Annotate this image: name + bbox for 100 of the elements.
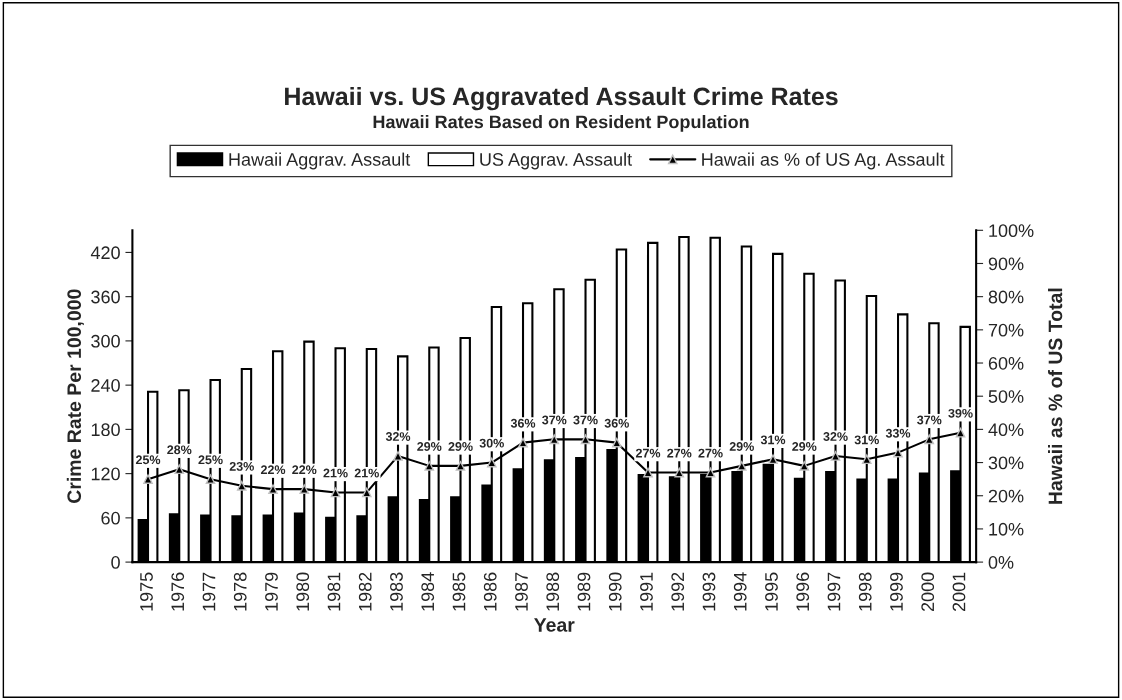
point <box>830 451 841 461</box>
x-tick-label: 1994 <box>733 572 747 611</box>
data-label: 37% <box>917 415 942 425</box>
x-tick-label: 1985 <box>452 572 466 611</box>
point <box>924 434 935 445</box>
y2-tick-label: 30% <box>988 456 1024 470</box>
data-label: 29% <box>729 442 754 451</box>
y2-tick-label: 20% <box>988 489 1024 503</box>
x-tick-label: 1981 <box>327 572 341 611</box>
x-tick-label: 1978 <box>233 572 247 611</box>
y-tick-label: 420 <box>90 246 120 260</box>
data-label: 22% <box>292 465 317 475</box>
y2-tick-label: 0% <box>988 556 1014 569</box>
point <box>455 461 466 471</box>
y2-tick-label: 80% <box>988 290 1024 304</box>
data-label: 29% <box>448 442 473 451</box>
y-tick-label: 360 <box>91 290 120 304</box>
y2-tick-label: 50% <box>988 390 1024 403</box>
legend-label: Hawaii as % of US Ag. Assault <box>702 152 945 170</box>
point <box>518 437 528 448</box>
point <box>299 484 310 494</box>
point <box>580 434 591 445</box>
chart-title: Hawaii vs. US Aggravated Assault Crime Rates <box>285 86 838 111</box>
x-tick-label: 1996 <box>796 572 810 611</box>
x-tick-label: 1988 <box>546 572 560 611</box>
y2-tick-label: 70% <box>988 323 1024 337</box>
data-label: 27% <box>667 448 692 458</box>
x-tick-label: 2000 <box>921 572 935 612</box>
point <box>205 474 216 485</box>
data-label: 37% <box>542 415 567 425</box>
y2-tick-label: 40% <box>988 423 1024 437</box>
legend-label: Hawaii Aggrav. Assault <box>229 152 411 170</box>
data-label: 29% <box>417 442 442 451</box>
x-tick-label: 1984 <box>421 572 435 611</box>
y2-tick-label: 90% <box>988 257 1024 271</box>
point <box>549 434 560 445</box>
point <box>361 487 372 498</box>
data-label: 33% <box>885 428 911 438</box>
chart-subtitle: Hawaii Rates Based on Resident Population <box>373 115 749 132</box>
data-label: 31% <box>854 435 879 445</box>
point <box>236 480 247 491</box>
x-tick-label: 1976 <box>171 572 185 611</box>
y2-tick-label: 60% <box>988 356 1024 370</box>
point <box>674 467 685 478</box>
x-tick-label: 1979 <box>265 572 278 611</box>
data-label: 31% <box>760 435 786 445</box>
data-label: 36% <box>604 418 629 428</box>
y-tick-label: 300 <box>91 334 120 348</box>
point <box>611 437 622 448</box>
data-label: 21% <box>354 468 379 478</box>
x-tick-label: 1986 <box>483 572 497 611</box>
x-tick-label: 1997 <box>827 572 841 611</box>
point <box>861 454 872 465</box>
point <box>799 461 810 471</box>
y-tick-label: 0 <box>111 556 120 569</box>
point <box>424 461 435 471</box>
x-tick-label: 1982 <box>358 572 372 611</box>
data-label: 25% <box>135 455 161 465</box>
point <box>736 461 747 471</box>
x-tick-label: 1998 <box>858 572 872 611</box>
x-tick-label: 1995 <box>765 572 778 611</box>
point <box>174 464 185 475</box>
data-label: 27% <box>635 448 661 458</box>
data-label: 29% <box>792 442 817 451</box>
point <box>486 457 497 468</box>
x-tick-label: 1983 <box>390 572 403 611</box>
y-axis-title: Crime Rate Per 100,000 <box>66 289 84 503</box>
data-label: 21% <box>323 468 348 478</box>
point <box>268 484 278 494</box>
x-tick-label: 1993 <box>702 572 716 611</box>
data-label: 36% <box>510 418 536 428</box>
point <box>643 467 653 478</box>
data-label: 25% <box>198 455 223 465</box>
y-tick-label: 120 <box>91 467 120 481</box>
x-tick-label: 1980 <box>296 572 310 611</box>
y-tick-label: 240 <box>91 379 120 392</box>
point <box>393 451 403 461</box>
point <box>893 447 903 458</box>
point <box>955 427 966 438</box>
y2-axis-title: Hawaii as % of US Total <box>1048 288 1063 504</box>
legend-label: US Aggrav. Assault <box>480 152 632 170</box>
y2-tick-label: 100% <box>989 224 1034 238</box>
data-label: 23% <box>229 461 254 471</box>
data-label: 27% <box>698 448 723 458</box>
data-label: 32% <box>823 432 848 441</box>
point <box>330 487 341 498</box>
x-tick-label: 1999 <box>890 572 903 611</box>
data-label: 30% <box>479 438 504 448</box>
x-axis-title: Year <box>534 618 575 632</box>
data-label: 28% <box>167 445 192 455</box>
data-label: 32% <box>385 432 411 441</box>
x-tick-label: 1992 <box>671 572 685 611</box>
point <box>143 474 153 485</box>
x-tick-label: 1975 <box>140 572 153 611</box>
x-tick-label: 1977 <box>202 572 216 611</box>
data-label: 39% <box>948 408 973 418</box>
point <box>705 467 716 478</box>
x-tick-label: 1989 <box>577 572 591 611</box>
x-tick-label: 1991 <box>640 572 653 611</box>
point <box>768 454 778 465</box>
